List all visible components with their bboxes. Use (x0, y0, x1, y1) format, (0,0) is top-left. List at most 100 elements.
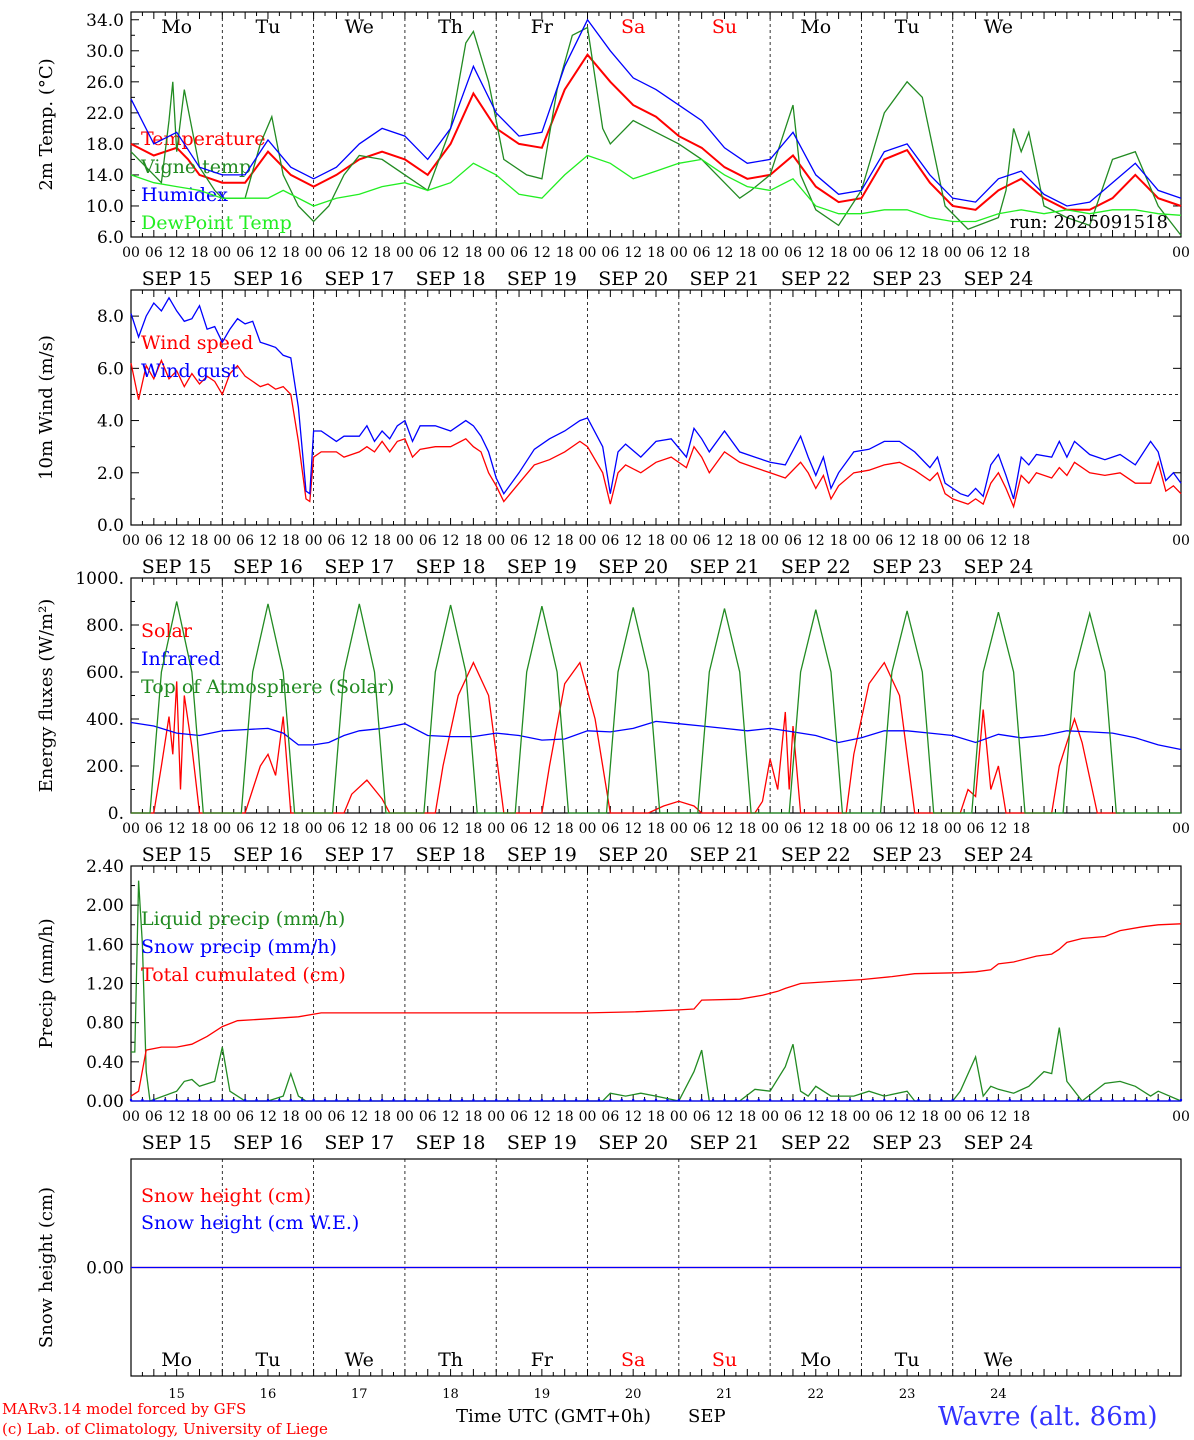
x-hour-label: 12 (989, 533, 1007, 549)
snow-precip-marker (917, 1098, 920, 1102)
y-tick-label: 400. (86, 710, 124, 730)
x-hour-label: 06 (328, 1109, 346, 1125)
x-hour-label: 18 (1012, 821, 1030, 837)
x-hour-label: 00 (670, 821, 688, 837)
snow-precip-marker (1065, 1098, 1069, 1102)
y-axis-title: Precip (mm/h) (36, 918, 57, 1048)
y-tick-label: 26.0 (86, 73, 124, 93)
x-hour-label: 06 (419, 1109, 437, 1125)
snow-precip-marker (1054, 1098, 1057, 1102)
y-tick-label: 0.00 (86, 1092, 124, 1112)
x-hour-label: 18 (1012, 245, 1030, 261)
legend-entry: Wind speed (141, 332, 253, 354)
weekday-label-top: We (984, 16, 1013, 38)
x-date-label: SEP 18 (416, 556, 486, 578)
snow-precip-marker (506, 1098, 509, 1102)
x-hour-label: 00 (1172, 245, 1190, 261)
snow-precip-marker (221, 1098, 224, 1102)
x-hour-label: 12 (807, 533, 825, 549)
x-hour-label: 18 (921, 821, 939, 837)
x-hour-label: 00 (122, 245, 140, 261)
snow-precip-marker (552, 1098, 555, 1102)
snow-precip-marker (243, 1098, 247, 1102)
x-hour-label: 12 (533, 821, 551, 837)
x-date-label: SEP 22 (781, 1132, 851, 1154)
legend-entry: DewPoint Temp (141, 212, 292, 234)
x-hour-label: 06 (693, 1109, 711, 1125)
x-hour-label: 00 (487, 533, 505, 549)
snow-precip-marker (620, 1098, 623, 1102)
x-hour-label: 06 (784, 1109, 802, 1125)
x-hour-label: 06 (236, 1109, 254, 1125)
x-hour-label: 18 (373, 533, 391, 549)
x-hour-label: 12 (807, 245, 825, 261)
x-hour-label: 06 (875, 821, 893, 837)
x-hour-label: 12 (989, 245, 1007, 261)
x-hour-label: 18 (282, 533, 300, 549)
x-hour-label: 12 (259, 245, 277, 261)
y-tick-label: 18.0 (86, 135, 124, 155)
x-hour-label: 00 (213, 1109, 231, 1125)
x-date-label: SEP 21 (690, 268, 760, 290)
snow-precip-marker (1156, 1098, 1160, 1102)
y-tick-label: 2.0 (97, 464, 124, 484)
x-date-label: SEP 22 (781, 556, 851, 578)
snow-precip-marker (1179, 1098, 1183, 1102)
snow-precip-marker (666, 1098, 669, 1102)
snow-precip-marker (974, 1098, 977, 1102)
snow-precip-marker (426, 1098, 429, 1102)
x-hour-label: 06 (145, 533, 163, 549)
x-hour-label: 06 (419, 245, 437, 261)
series-line-infrared (130, 720, 1182, 751)
x-hour-label: 00 (579, 821, 597, 837)
x-hour-label: 12 (533, 245, 551, 261)
snow-precip-marker (198, 1098, 201, 1102)
x-hour-label: 06 (601, 821, 619, 837)
y-tick-label: 600. (86, 663, 124, 683)
x-hour-label: 00 (670, 533, 688, 549)
x-date-label: SEP 17 (324, 268, 394, 290)
weekday-label-top: Mo (161, 16, 192, 38)
y-tick-label: 1.60 (86, 935, 124, 955)
x-hour-label: 12 (533, 533, 551, 549)
series-line-humidex (130, 18, 1182, 207)
x-hour-label: 00 (1172, 1109, 1190, 1125)
legend-entry: Snow height (cm) (141, 1185, 311, 1207)
snow-precip-marker (871, 1098, 875, 1102)
x-hour-label: 12 (259, 1109, 277, 1125)
time-axis-label: Time UTC (GMT+0h) (456, 1406, 651, 1427)
snow-precip-marker (255, 1098, 258, 1102)
snow-precip-marker (746, 1098, 749, 1102)
snow-precip-marker (643, 1098, 646, 1102)
x-hour-label: 00 (396, 245, 414, 261)
snow-precip-marker (894, 1098, 897, 1102)
x-hour-label: 00 (853, 245, 871, 261)
month-label: SEP (688, 1406, 726, 1427)
x-hour-label: 00 (761, 533, 779, 549)
x-date-label: SEP 20 (598, 268, 668, 290)
snow-precip-marker (369, 1098, 372, 1102)
x-hour-label: 18 (830, 821, 848, 837)
x-date-label: SEP 15 (142, 268, 212, 290)
x-date-label: SEP 18 (416, 844, 486, 866)
x-date-label: SEP 16 (233, 1132, 303, 1154)
snow-precip-marker (985, 1098, 989, 1102)
x-hour-label: 00 (122, 821, 140, 837)
x-hour-label: 18 (373, 821, 391, 837)
x-hour-label: 12 (442, 245, 460, 261)
x-hour-label: 00 (213, 533, 231, 549)
snow-precip-marker (403, 1098, 407, 1102)
series-line-solar (131, 661, 1121, 814)
x-hour-label: 06 (967, 533, 985, 549)
snow-precip-marker (358, 1098, 361, 1102)
snow-precip-marker (335, 1098, 338, 1102)
day-number-label: 24 (990, 1387, 1007, 1402)
x-hour-label: 18 (191, 821, 209, 837)
x-hour-label: 00 (853, 533, 871, 549)
x-hour-label: 00 (396, 821, 414, 837)
lab-credit: (c) Lab. of Climatology, University of L… (2, 1420, 328, 1438)
model-credit: MARv3.14 model forced by GFS (2, 1400, 247, 1418)
x-date-label: SEP 16 (233, 268, 303, 290)
x-hour-label: 06 (236, 821, 254, 837)
